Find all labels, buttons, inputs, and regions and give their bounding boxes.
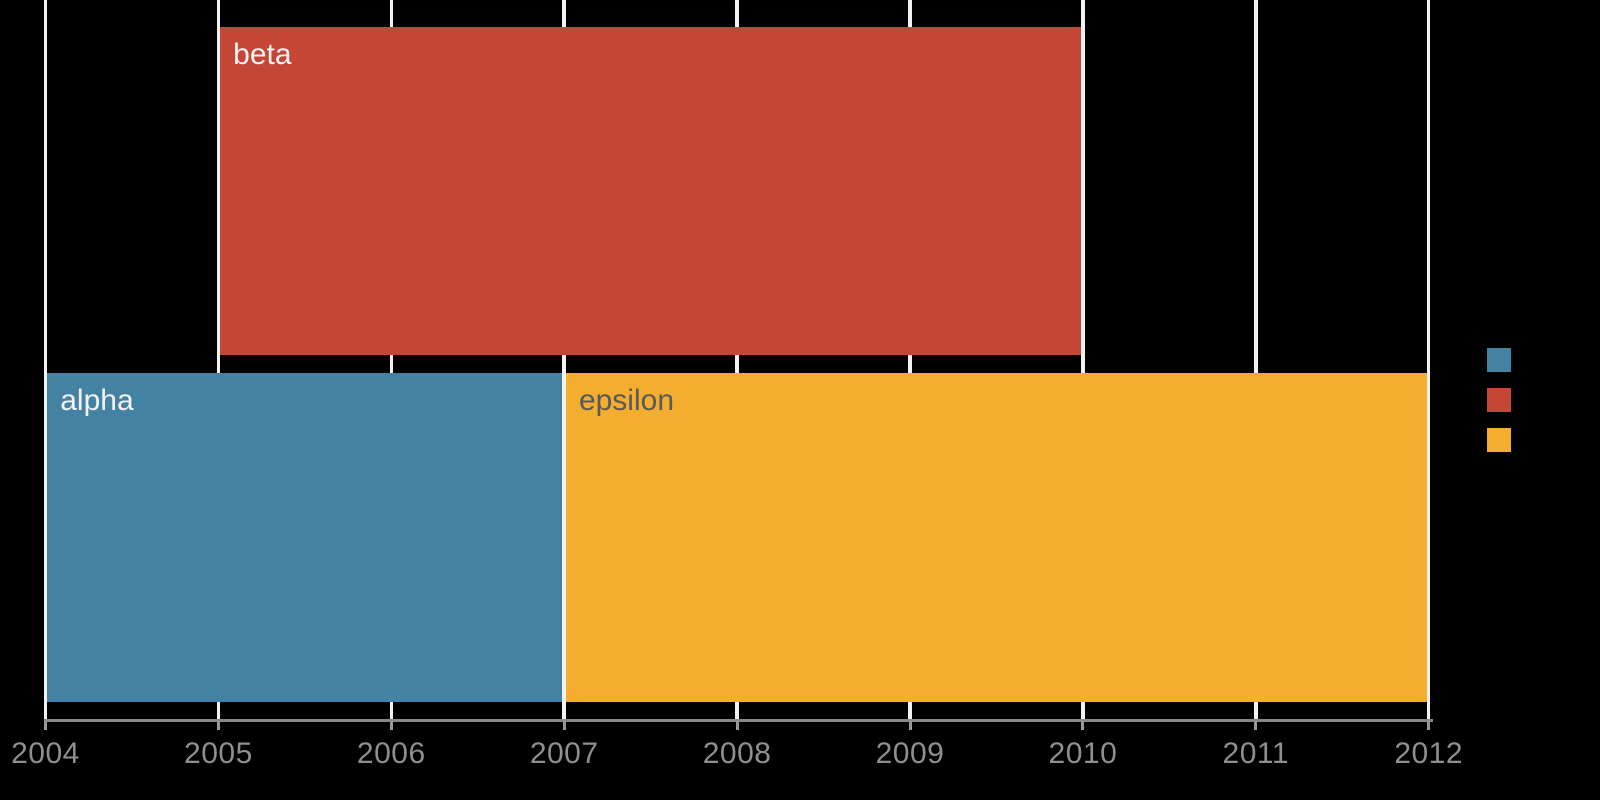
x-tick-2009 <box>908 721 912 730</box>
x-tick-label-2007: 2007 <box>529 737 599 770</box>
x-tick-2004 <box>44 721 47 730</box>
gridline-2005 <box>216 0 221 719</box>
gridline-2006 <box>389 0 394 719</box>
x-tick-label-2011: 2011 <box>1222 737 1290 770</box>
gridline-2010 <box>1081 0 1085 719</box>
x-tick-label-2010: 2010 <box>1048 737 1118 770</box>
gantt-bar-epsilon[interactable]: epsilon <box>565 373 1427 702</box>
gridline-2009 <box>908 0 912 719</box>
x-tick-2005 <box>216 721 220 730</box>
gantt-bar-beta[interactable]: beta <box>220 27 1082 355</box>
x-axis-line <box>44 719 1433 722</box>
bar-label-beta: beta <box>233 38 292 71</box>
gantt-bar-alpha[interactable]: alpha <box>47 373 563 702</box>
bar-label-alpha: alpha <box>60 384 134 417</box>
bar-label-epsilon: epsilon <box>578 384 675 417</box>
x-tick-label-2012: 2012 <box>1394 737 1464 770</box>
x-tick-2006 <box>389 721 393 730</box>
legend-swatch-1[interactable] <box>1487 348 1511 372</box>
legend-swatch-3[interactable] <box>1487 428 1511 452</box>
x-tick-2007 <box>562 721 566 730</box>
x-tick-label-2009: 2009 <box>875 737 945 770</box>
x-tick-2012 <box>1427 721 1431 730</box>
x-tick-label-2004: 2004 <box>11 737 80 770</box>
gridline-2007 <box>562 0 566 719</box>
gridline-2012 <box>1426 0 1431 719</box>
x-tick-label-2008: 2008 <box>702 737 772 770</box>
gridline-2008 <box>735 0 739 719</box>
legend-swatch-2[interactable] <box>1487 388 1511 412</box>
x-tick-2008 <box>735 721 739 730</box>
x-tick-label-2006: 2006 <box>356 737 426 770</box>
x-tick-2011 <box>1254 721 1258 730</box>
x-tick-2010 <box>1081 721 1085 730</box>
gridline-2011 <box>1254 0 1258 719</box>
gridline-2004 <box>43 0 48 719</box>
x-tick-label-2005: 2005 <box>184 737 253 770</box>
legend <box>1487 348 1547 452</box>
